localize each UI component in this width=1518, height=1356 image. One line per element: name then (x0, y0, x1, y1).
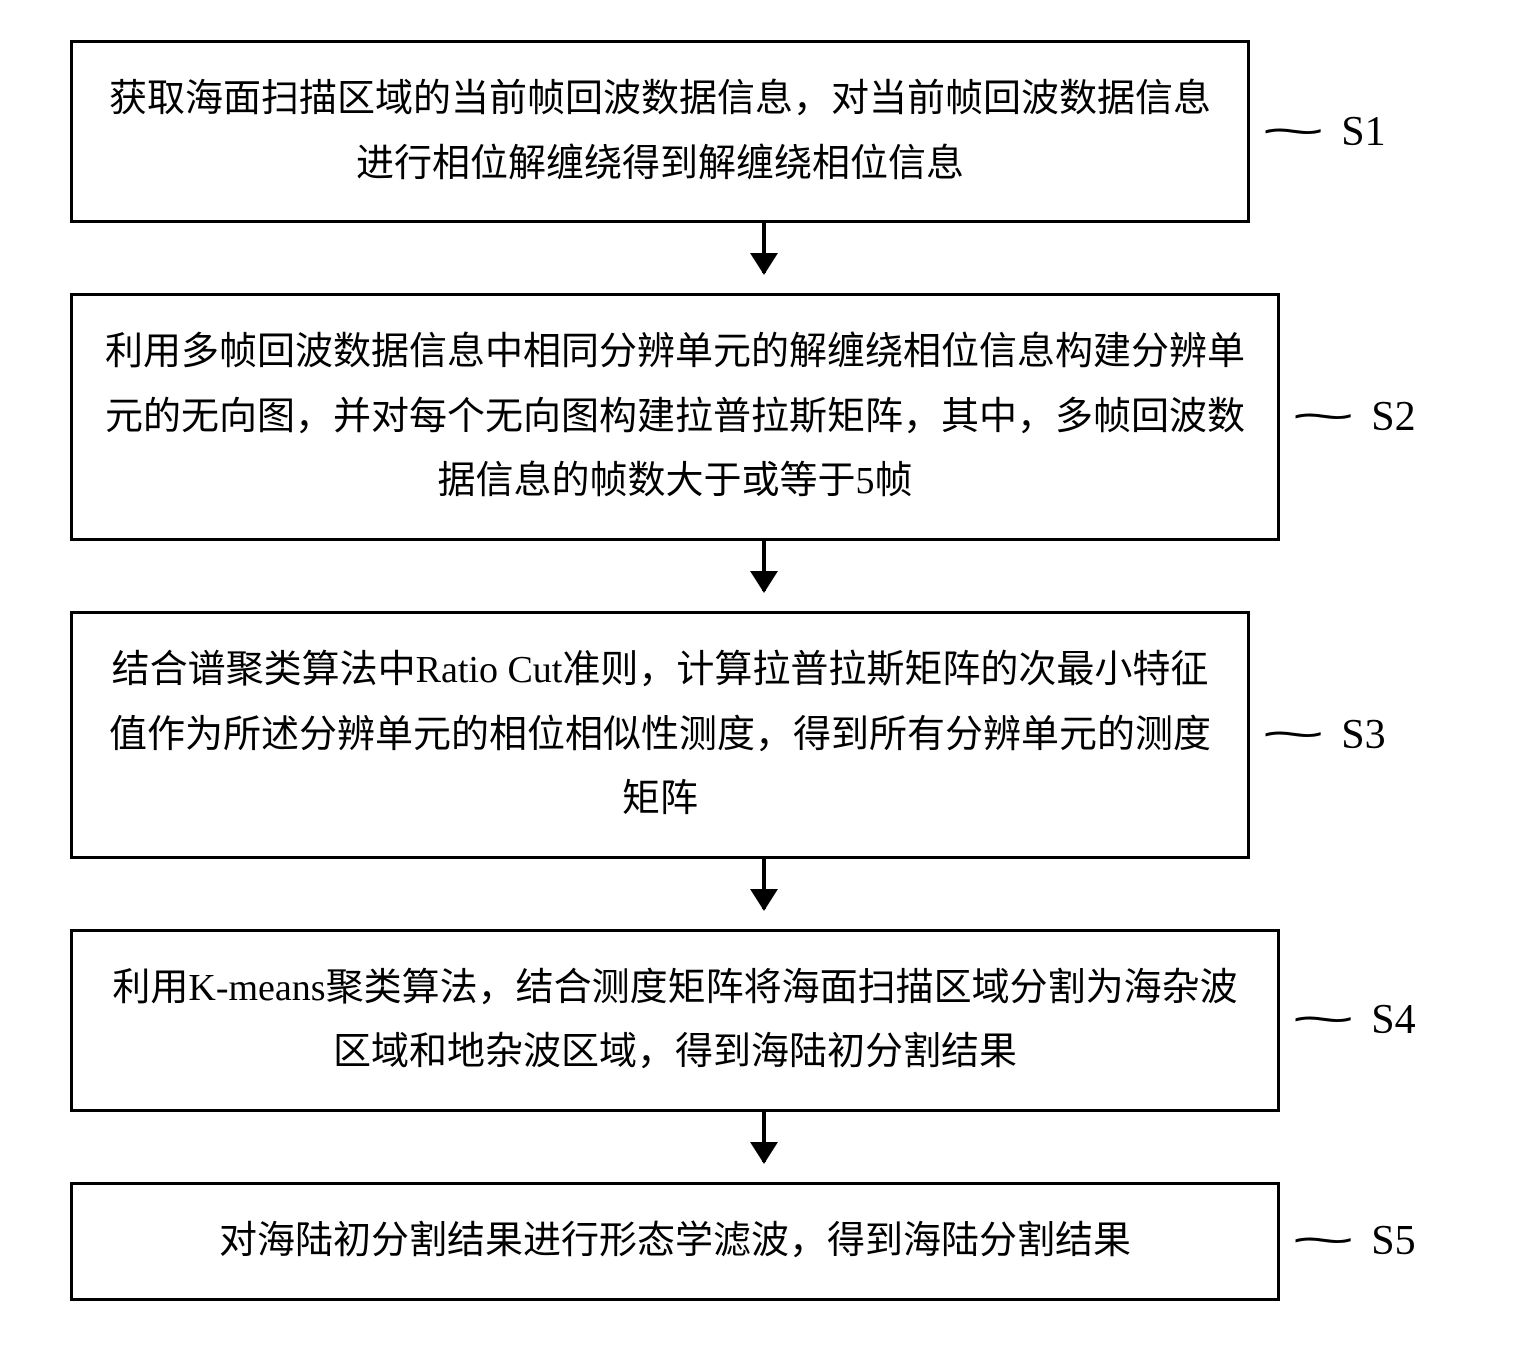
step-text-s4: 利用K-means聚类算法，结合测度矩阵将海面扫描区域分割为海杂波区域和地杂波区… (112, 967, 1237, 1074)
step-text-s2: 利用多帧回波数据信息中相同分辨单元的解缠绕相位信息构建分辨单元的无向图，并对每个… (105, 331, 1245, 502)
label-area-s5: ~ S5 (1305, 1210, 1416, 1272)
connector-tilde-s3: ~ (1261, 713, 1326, 756)
step-label-s2: S2 (1371, 393, 1415, 441)
label-area-s3: ~ S3 (1275, 704, 1386, 766)
arrow-line-1 (762, 223, 766, 273)
arrow-s1-s2 (174, 223, 1354, 293)
connector-tilde-s2: ~ (1291, 395, 1356, 438)
label-area-s4: ~ S4 (1305, 989, 1416, 1051)
step-row-s5: 对海陆初分割结果进行形态学滤波，得到海陆分割结果 ~ S5 (60, 1182, 1458, 1301)
arrow-line-3 (762, 859, 766, 909)
connector-tilde-s1: ~ (1261, 110, 1326, 153)
connector-tilde-s5: ~ (1291, 1220, 1356, 1263)
step-box-s1: 获取海面扫描区域的当前帧回波数据信息，对当前帧回波数据信息进行相位解缠绕得到解缠… (70, 40, 1250, 223)
arrow-s2-s3 (159, 541, 1369, 611)
arrow-s3-s4 (174, 859, 1354, 929)
label-area-s2: ~ S2 (1305, 386, 1416, 448)
flowchart-container: 获取海面扫描区域的当前帧回波数据信息，对当前帧回波数据信息进行相位解缠绕得到解缠… (60, 40, 1458, 1301)
label-area-s1: ~ S1 (1275, 101, 1386, 163)
step-label-s3: S3 (1341, 711, 1385, 759)
connector-tilde-s4: ~ (1291, 999, 1356, 1042)
step-label-s4: S4 (1371, 996, 1415, 1044)
step-text-s5: 对海陆初分割结果进行形态学滤波，得到海陆分割结果 (219, 1220, 1131, 1262)
step-box-s5: 对海陆初分割结果进行形态学滤波，得到海陆分割结果 (70, 1182, 1280, 1301)
step-box-s4: 利用K-means聚类算法，结合测度矩阵将海面扫描区域分割为海杂波区域和地杂波区… (70, 929, 1280, 1112)
step-box-s2: 利用多帧回波数据信息中相同分辨单元的解缠绕相位信息构建分辨单元的无向图，并对每个… (70, 293, 1280, 541)
step-text-s3: 结合谱聚类算法中Ratio Cut准则，计算拉普拉斯矩阵的次最小特征值作为所述分… (109, 649, 1211, 820)
step-label-s5: S5 (1371, 1217, 1415, 1265)
step-row-s2: 利用多帧回波数据信息中相同分辨单元的解缠绕相位信息构建分辨单元的无向图，并对每个… (60, 293, 1458, 541)
step-row-s1: 获取海面扫描区域的当前帧回波数据信息，对当前帧回波数据信息进行相位解缠绕得到解缠… (60, 40, 1458, 223)
step-box-s3: 结合谱聚类算法中Ratio Cut准则，计算拉普拉斯矩阵的次最小特征值作为所述分… (70, 611, 1250, 859)
step-row-s4: 利用K-means聚类算法，结合测度矩阵将海面扫描区域分割为海杂波区域和地杂波区… (60, 929, 1458, 1112)
arrow-line-4 (762, 1112, 766, 1162)
arrow-line-2 (762, 541, 766, 591)
step-text-s1: 获取海面扫描区域的当前帧回波数据信息，对当前帧回波数据信息进行相位解缠绕得到解缠… (109, 78, 1211, 185)
step-row-s3: 结合谱聚类算法中Ratio Cut准则，计算拉普拉斯矩阵的次最小特征值作为所述分… (60, 611, 1458, 859)
arrow-s4-s5 (159, 1112, 1369, 1182)
step-label-s1: S1 (1341, 108, 1385, 156)
